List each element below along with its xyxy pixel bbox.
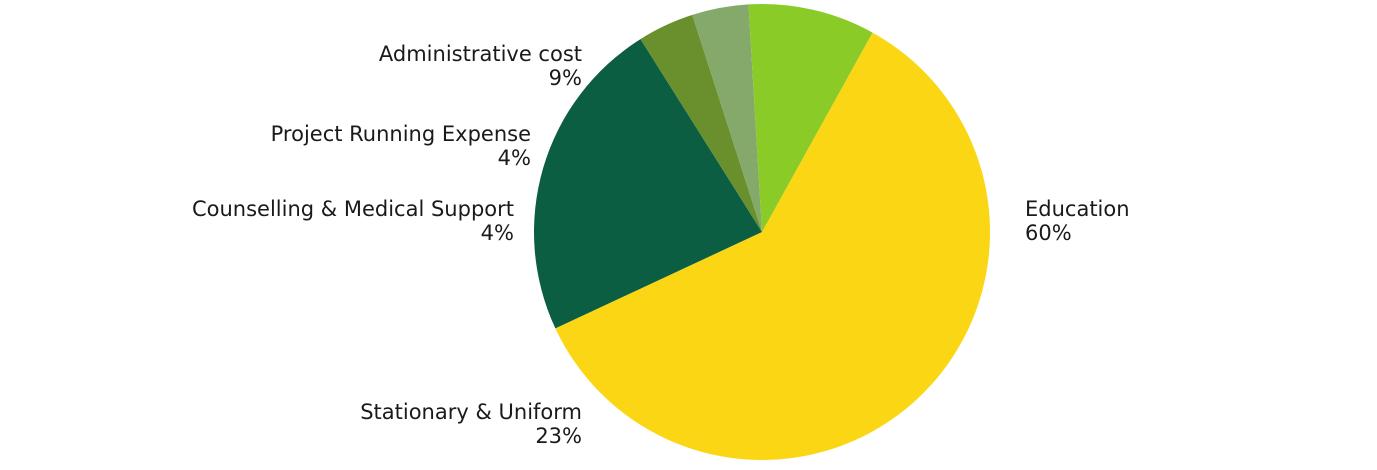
slice-label-name: Counselling & Medical Support — [192, 197, 514, 221]
slice-administrative-cost — [748, 3, 873, 232]
slice-label-name: Project Running Expense — [271, 122, 531, 146]
slice-label-name: Administrative cost — [379, 42, 582, 66]
slice-project-running-expense — [692, 4, 762, 233]
slice-label-value: 9% — [549, 66, 582, 90]
pie-slices — [533, 3, 990, 460]
slice-label-name: Stationary & Uniform — [360, 400, 582, 424]
slice-counselling-and-medical-support — [640, 14, 762, 232]
slice-label-value: 4% — [498, 146, 531, 170]
slice-stationary-and-uniform — [533, 39, 762, 329]
slice-education — [555, 32, 990, 460]
slice-label-value: 4% — [481, 221, 514, 245]
slice-label-name: Education — [1025, 197, 1130, 221]
slice-label-value: 60% — [1025, 221, 1072, 245]
slice-label-value: 23% — [535, 424, 582, 448]
